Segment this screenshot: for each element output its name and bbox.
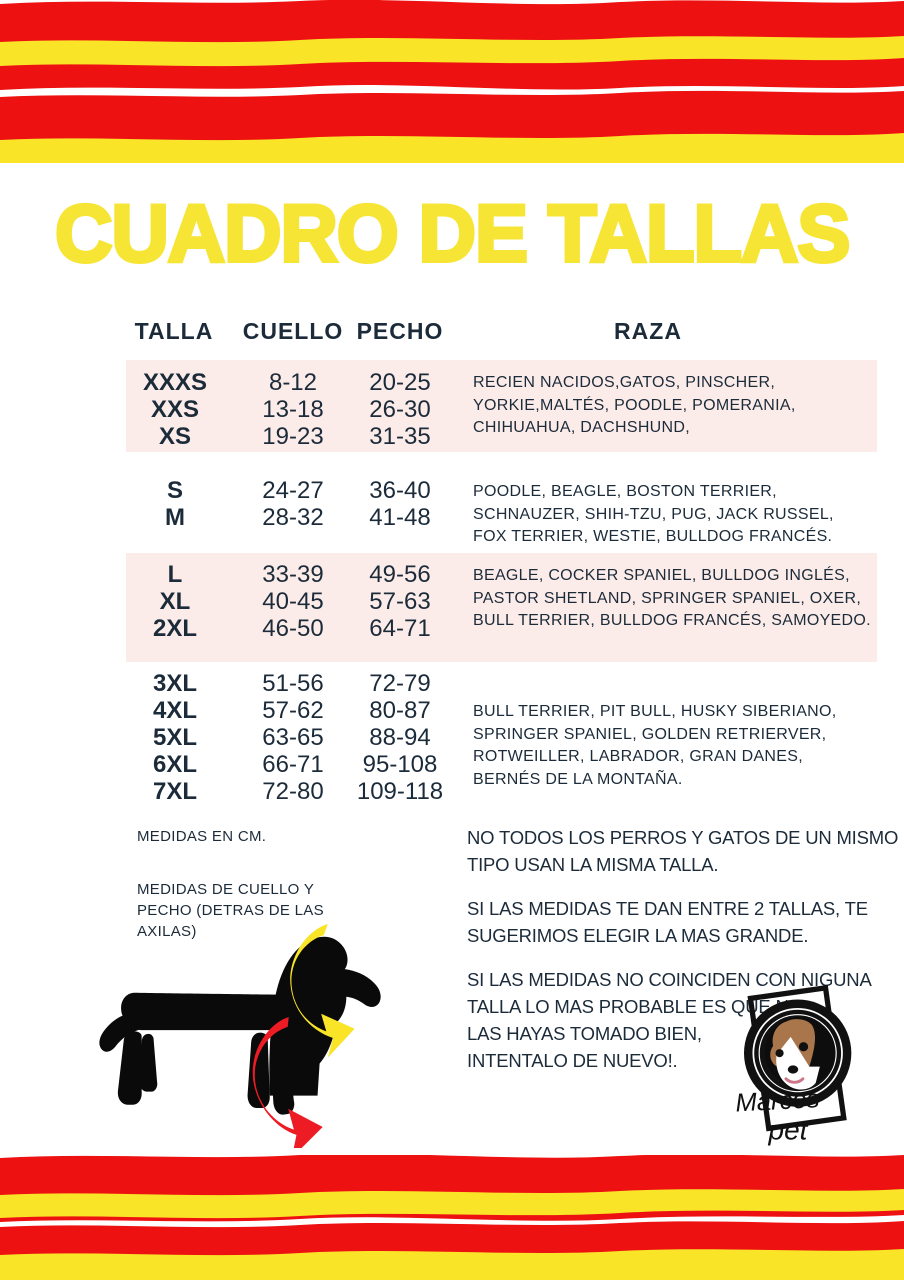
svg-text:pet: pet bbox=[768, 1115, 809, 1146]
svg-text:Marcos: Marcos bbox=[735, 1085, 821, 1117]
